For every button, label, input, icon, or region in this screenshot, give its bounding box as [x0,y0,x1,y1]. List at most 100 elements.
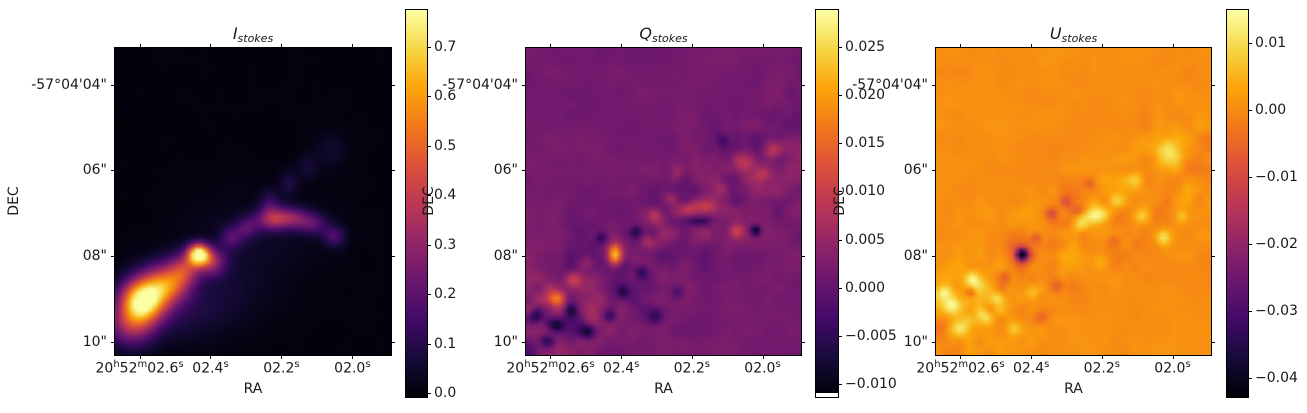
colorbar-tick [427,294,431,296]
x-tick-label: 02.4s [602,359,640,377]
colorbar-tick [838,384,842,386]
x-tick-top [139,44,141,48]
x-tick-top [352,44,354,48]
colorbar-tick-label: 0.025 [845,38,886,55]
colorbar-tick-label: 0.01 [1255,34,1287,51]
x-tick [1101,355,1103,359]
y-tick-right [801,84,805,86]
y-tick-label: 08" [493,248,518,265]
colorbar-tick [838,191,842,193]
colorbar-tick-label: 0.000 [845,279,886,296]
x-tick [1172,355,1174,359]
stokes-i-title-main: I [232,24,238,43]
x-tick-label: 02.0s [334,359,371,377]
y-tick-label: 08" [903,248,928,265]
y-tick-label: 06" [82,162,107,179]
x-tick-label: 02.0s [744,359,781,377]
x-tick-top [281,44,283,48]
stokes-u-title-main: U [1049,24,1062,43]
colorbar-tick [838,143,842,145]
colorbar-tick-label: 0.4 [434,187,457,204]
colorbar-tick-label: 0.1 [434,335,457,352]
colorbar-tick [427,195,431,197]
colorbar-tick [427,96,431,98]
stokes-u-heatmap [935,47,1212,356]
stokes-u-title: Ustokes [936,24,1211,45]
colorbar-tick [427,145,431,147]
colorbar-tick [427,393,431,395]
colorbar-tick-label: 0.015 [845,135,886,152]
y-tick [932,84,936,86]
y-tick [522,84,526,86]
stokes-q-heatmap [525,47,802,356]
x-tick-label: 02.2s [673,359,710,377]
colorbar-tick-label: −0.03 [1255,303,1298,320]
x-tick-top [1031,44,1033,48]
x-tick [621,355,623,359]
colorbar-tick-label: 0.7 [434,39,457,56]
y-tick-label: -57°04'04" [31,76,107,93]
colorbar-tick [427,244,431,246]
stokes-u-title-sub: stokes [1061,32,1098,45]
y-tick-label: 10" [82,333,107,350]
colorbar-tick-label: 0.005 [845,231,886,248]
stokes-q-title: Qstokes [526,24,801,45]
y-tick [111,341,115,343]
x-tick-label: 02.2s [1083,359,1120,377]
y-tick-right [801,341,805,343]
y-tick-right [1211,170,1215,172]
y-tick-right [801,170,805,172]
x-tick [1031,355,1033,359]
y-tick-right [391,84,395,86]
colorbar-tick [1248,378,1252,380]
y-tick-label: -57°04'04" [852,76,928,93]
stokes-u-colorbar [1226,9,1249,398]
y-tick [111,84,115,86]
y-tick-right [1211,341,1215,343]
y-tick [111,170,115,172]
y-tick-label: 06" [493,162,518,179]
colorbar-tick-label: −0.04 [1255,370,1298,387]
x-tick-top [621,44,623,48]
stokes-q-colorbar [815,9,839,398]
colorbar-tick [838,287,842,289]
y-tick [522,341,526,343]
colorbar-tick-label: 0.010 [845,183,886,200]
y-tick-right [391,170,395,172]
y-tick-right [391,256,395,258]
x-tick-label: 02.4s [192,359,229,377]
colorbar-tick [838,46,842,48]
colorbar-under-strip [816,393,838,397]
x-tick-label: 02.0s [1154,359,1191,377]
y-tick-label: 08" [82,248,107,265]
y-tick-right [391,341,395,343]
colorbar-tick [838,336,842,338]
stokes-i-xaxis-label: RA [243,381,263,397]
y-tick-label: 06" [903,162,928,179]
x-tick-label: 20h52m02.6s [95,359,184,377]
stokes-q-title-main: Q [639,24,652,43]
x-tick-top [550,44,552,48]
stokes-i-title-sub: stokes [237,32,274,45]
colorbar-tick [1248,177,1252,178]
x-tick-top [1101,44,1103,48]
y-tick-right [801,256,805,258]
x-tick-label: 20h52m02.6s [916,359,1005,377]
stokes-u-xaxis-label: RA [1064,381,1083,397]
y-tick [522,256,526,258]
colorbar-tick-label: −0.010 [845,376,897,393]
colorbar-tick [1248,244,1252,246]
x-tick [139,355,141,359]
y-tick-right [1211,84,1215,86]
x-tick-label: 02.2s [263,359,300,377]
colorbar-tick-label: 0.020 [845,86,886,103]
x-tick-label: 20h52m02.6s [506,359,595,377]
y-tick-right [1211,256,1215,258]
y-tick-label: 10" [903,333,928,350]
x-tick-top [960,44,962,48]
x-tick-top [762,44,764,48]
x-tick [762,355,764,359]
y-tick [932,256,936,258]
x-tick [281,355,283,359]
